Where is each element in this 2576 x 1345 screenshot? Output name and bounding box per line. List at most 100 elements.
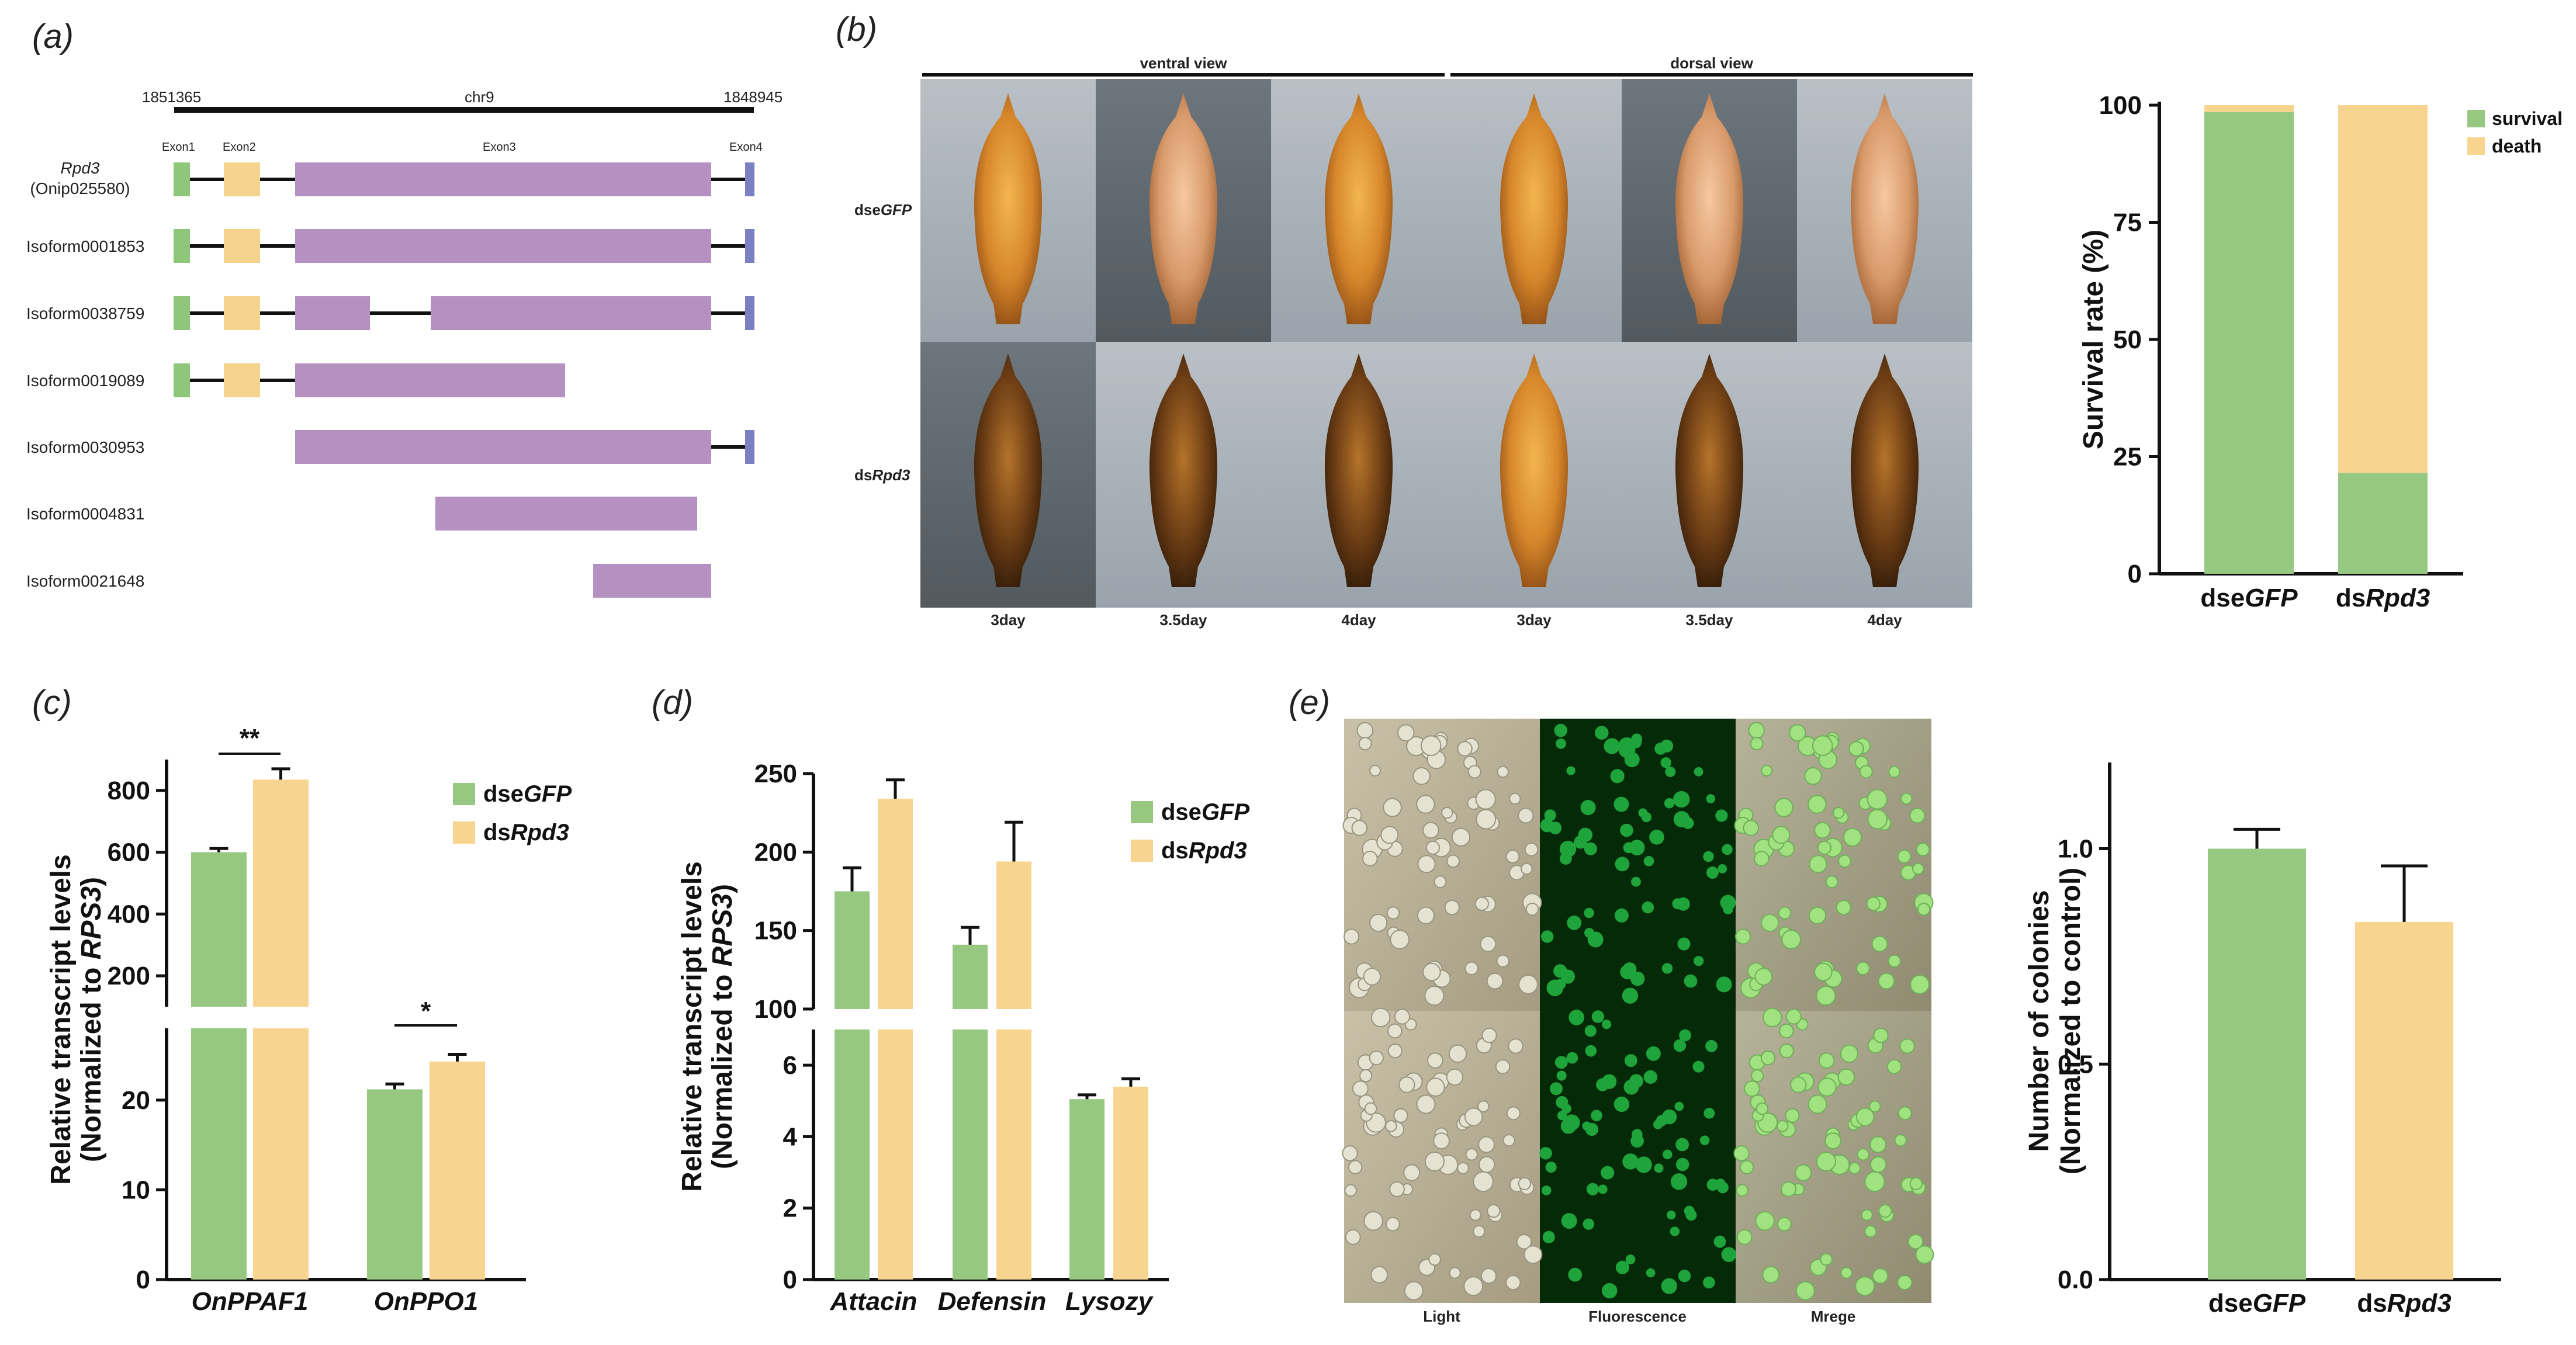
colony-fluorescent xyxy=(1602,1282,1618,1299)
colony xyxy=(1463,1276,1484,1297)
gene-structure-panel: 1851365 chr9 1848945 Exon1 Exon2 Exon3 E… xyxy=(26,88,783,598)
colony-merged xyxy=(1848,741,1864,757)
colony xyxy=(1389,1181,1405,1197)
isoform-label: Isoform0021648 xyxy=(26,572,144,590)
colony-fluorescent xyxy=(1554,723,1568,737)
colony-merged xyxy=(1761,764,1773,777)
colony xyxy=(1364,1102,1377,1115)
legend-label-survival: survival xyxy=(2492,108,2563,129)
colony-merged xyxy=(1788,724,1806,741)
isoform-label: Isoform0001853 xyxy=(26,237,144,255)
colony-merged xyxy=(1861,1209,1873,1221)
bar-death xyxy=(2338,105,2428,473)
colony-merged xyxy=(1838,854,1851,868)
colony-merged xyxy=(1912,862,1924,875)
colony-fluorescent xyxy=(1584,842,1597,855)
colony-merged xyxy=(1871,935,1888,952)
colony-fluorescent xyxy=(1654,743,1667,755)
colony-merged xyxy=(1869,1156,1887,1173)
colony xyxy=(1480,935,1497,952)
colony-fluorescent xyxy=(1584,907,1594,918)
colony xyxy=(1356,722,1374,739)
bar-upper-segment xyxy=(191,852,247,1007)
colony xyxy=(1497,765,1509,778)
colony xyxy=(1473,1225,1486,1238)
colony-merged xyxy=(1848,1162,1861,1174)
colony-merged xyxy=(1900,792,1913,805)
colony xyxy=(1495,1059,1511,1074)
colony-merged xyxy=(1867,789,1888,810)
panel-label-a: (a) xyxy=(32,18,74,56)
colony xyxy=(1524,843,1539,857)
colony-merged xyxy=(1772,826,1791,844)
colony-fluorescent xyxy=(1568,1267,1583,1282)
colony-fluorescent xyxy=(1610,769,1625,784)
colony xyxy=(1386,906,1400,920)
y-tick-label: 10 xyxy=(122,1176,150,1204)
colony-fluorescent xyxy=(1624,1054,1637,1067)
colony-merged xyxy=(1907,1233,1924,1250)
colony-fluorescent xyxy=(1598,1184,1608,1194)
y-tick-label: 150 xyxy=(754,917,797,945)
colony-fluorescent xyxy=(1642,901,1654,914)
colony-merged xyxy=(1778,906,1792,920)
bar-death xyxy=(2204,105,2294,113)
larva-icon xyxy=(1149,93,1218,324)
colony-fluorescent xyxy=(1666,1210,1676,1220)
colony-merged xyxy=(1817,840,1832,855)
x-category-label: dseGFP xyxy=(2208,1289,2306,1318)
colony xyxy=(1433,1132,1450,1150)
gene-name: Rpd3 xyxy=(61,159,100,177)
bar xyxy=(367,1089,423,1280)
colony-fluorescent xyxy=(1554,1056,1568,1069)
bar xyxy=(430,1061,485,1280)
colony xyxy=(1417,906,1435,925)
colony-fluorescent xyxy=(1601,1166,1615,1180)
colony-fluorescent xyxy=(1582,1121,1592,1131)
colony-merged xyxy=(1816,986,1836,1006)
colony xyxy=(1446,1068,1464,1086)
colony-fluorescent xyxy=(1539,1147,1552,1160)
colony-fluorescent xyxy=(1602,1020,1612,1029)
colony xyxy=(1506,1106,1521,1121)
isoform-label: Isoform0004831 xyxy=(26,505,144,523)
colony-fluorescent xyxy=(1678,1270,1691,1282)
colony-fluorescent xyxy=(1561,1213,1577,1229)
larva-icon xyxy=(1500,93,1569,324)
colony-merged xyxy=(1915,1245,1934,1264)
colony xyxy=(1486,972,1504,990)
colony-fluorescent xyxy=(1646,1268,1656,1278)
colony-merged xyxy=(1840,1267,1853,1279)
colony xyxy=(1478,1136,1495,1153)
colony xyxy=(1424,1151,1445,1172)
colony-fluorescent xyxy=(1545,1162,1557,1173)
colony-fluorescent xyxy=(1664,798,1675,809)
colony xyxy=(1505,850,1520,864)
day-label: 3day xyxy=(991,611,1026,629)
colony xyxy=(1385,1119,1397,1132)
colony-merged xyxy=(1777,1216,1792,1232)
bar-upper-segment xyxy=(835,891,870,1009)
colony-fluorescent xyxy=(1673,1039,1687,1052)
bar-upper-segment xyxy=(996,861,1031,1009)
colony-merged xyxy=(1816,1151,1837,1172)
y-tick-label: 20 xyxy=(122,1086,150,1115)
colony-fluorescent xyxy=(1567,916,1582,930)
colony-merged xyxy=(1888,954,1901,968)
colony-merged xyxy=(1867,809,1888,830)
colony-merged xyxy=(1878,972,1895,990)
y-tick-label: 600 xyxy=(108,838,150,867)
day-label: 4day xyxy=(1341,611,1376,629)
larva-icon xyxy=(1675,93,1744,324)
colony xyxy=(1397,724,1415,741)
y-tick-label: 2 xyxy=(783,1194,797,1223)
bar xyxy=(1113,1086,1148,1280)
colony-fluorescent xyxy=(1624,752,1640,768)
colony-merged xyxy=(1762,1007,1782,1028)
larva-icon xyxy=(1500,353,1569,587)
row-label-dsrpd3: dsRpd3 xyxy=(854,466,910,484)
colony-merged xyxy=(1756,1102,1769,1115)
colony-merged xyxy=(1917,903,1931,916)
larva-icon xyxy=(1324,93,1393,324)
day-label: 3.5day xyxy=(1160,611,1207,629)
